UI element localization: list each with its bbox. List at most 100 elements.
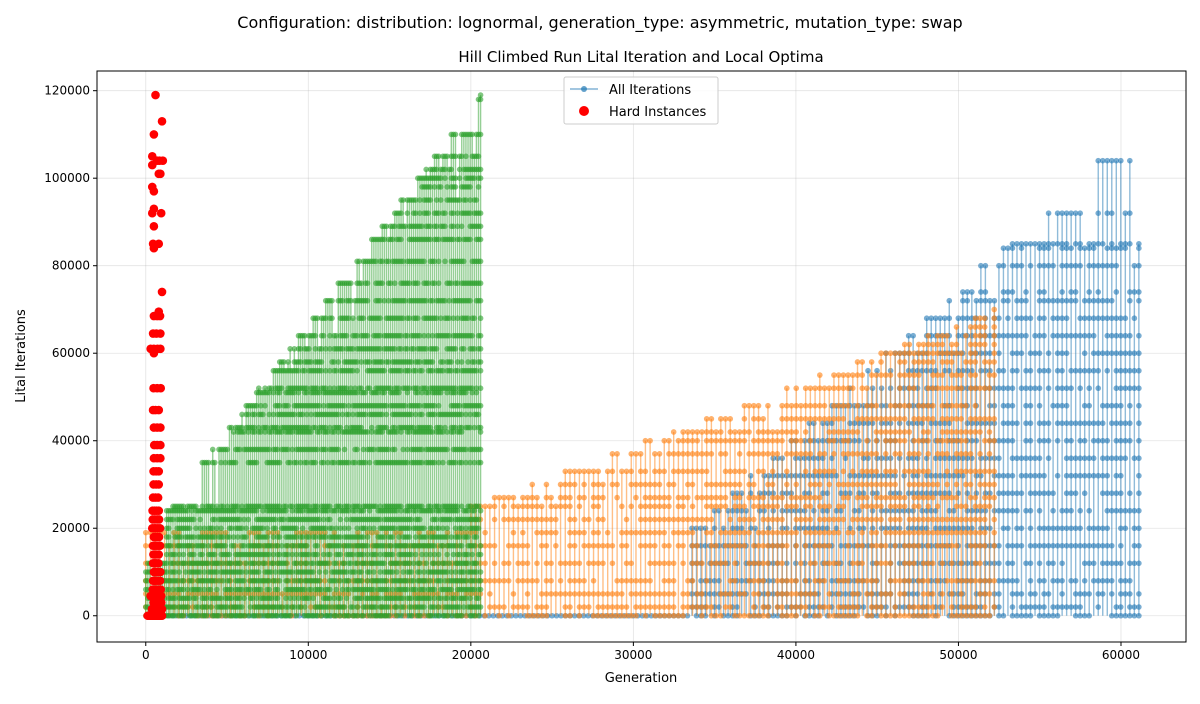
data-point: [661, 469, 667, 475]
data-point: [1068, 438, 1074, 444]
data-point: [1091, 455, 1097, 461]
data-point: [1136, 263, 1142, 269]
data-point: [982, 333, 988, 339]
data-point: [1127, 333, 1133, 339]
data-point: [506, 560, 512, 566]
data-point: [1136, 368, 1142, 374]
data-point: [581, 482, 587, 488]
data-point: [991, 578, 997, 584]
data-point: [991, 517, 997, 523]
data-point: [987, 591, 993, 597]
data-point: [930, 359, 936, 365]
data-point: [916, 543, 922, 549]
data-point: [940, 591, 946, 597]
data-point: [817, 495, 823, 501]
data-point: [1005, 315, 1011, 321]
data-point: [1019, 525, 1025, 531]
data-point: [1127, 591, 1133, 597]
data-point: [977, 429, 983, 435]
data-point: [925, 438, 931, 444]
data-point: [992, 298, 998, 304]
data-point: [963, 504, 969, 510]
data-point: [892, 543, 898, 549]
data-point: [949, 560, 955, 566]
data-point: [888, 372, 894, 378]
data-point: [525, 543, 531, 549]
data-point: [803, 578, 809, 584]
data-point: [793, 385, 799, 391]
data-point: [742, 469, 748, 475]
data-point: [685, 591, 691, 597]
data-point: [991, 543, 997, 549]
data-point: [1010, 289, 1016, 295]
data-point: [991, 342, 997, 348]
data-point: [212, 460, 218, 466]
data-point: [534, 560, 540, 566]
data-point: [987, 504, 993, 510]
data-point: [982, 517, 988, 523]
data-point: [727, 416, 733, 422]
data-point: [581, 530, 587, 536]
data-point: [1073, 490, 1079, 496]
data-point: [1028, 420, 1034, 426]
data-point: [492, 543, 498, 549]
data-point: [1023, 298, 1029, 304]
data-point: [779, 604, 785, 610]
data-point: [859, 372, 865, 378]
data-point: [850, 385, 856, 391]
series-iterations-green: [143, 92, 483, 618]
data-point: [1109, 578, 1115, 584]
data-point: [628, 560, 634, 566]
data-point: [511, 591, 517, 597]
data-point: [760, 578, 766, 584]
data-point: [859, 543, 865, 549]
data-point: [1136, 350, 1142, 356]
data-point: [812, 591, 818, 597]
data-point: [1032, 591, 1038, 597]
data-point: [982, 342, 988, 348]
data-point: [1118, 473, 1124, 479]
data-point: [1055, 438, 1061, 444]
data-point: [746, 429, 752, 435]
data-point: [1086, 289, 1092, 295]
data-point: [1064, 241, 1070, 247]
data-point: [811, 508, 817, 514]
data-point: [982, 543, 988, 549]
data-point: [329, 298, 335, 304]
data-point: [1113, 289, 1119, 295]
data-point: [946, 315, 952, 321]
data-point: [817, 613, 823, 619]
data-point: [671, 604, 677, 610]
data-point: [1010, 385, 1016, 391]
data-point: [1028, 263, 1034, 269]
data-point: [1014, 508, 1020, 514]
data-point: [878, 517, 884, 523]
data-point: [974, 438, 980, 444]
data-point: [949, 359, 955, 365]
data-point: [1019, 591, 1025, 597]
data-point: [831, 451, 837, 457]
data-point: [1005, 525, 1011, 531]
data-point: [1014, 420, 1020, 426]
data-point: [779, 560, 785, 566]
data-point: [709, 604, 715, 610]
data-point: [770, 469, 776, 475]
data-point: [1050, 508, 1056, 514]
data-point: [991, 372, 997, 378]
data-point: [822, 451, 828, 457]
data-point: [671, 482, 677, 488]
data-point: [793, 613, 799, 619]
data-point: [1123, 455, 1129, 461]
data-point: [1118, 604, 1124, 610]
data-point: [548, 495, 554, 501]
data-point: [1037, 455, 1043, 461]
data-point: [1010, 604, 1016, 610]
data-point: [1073, 289, 1079, 295]
data-point: [1019, 350, 1025, 356]
data-point: [1041, 315, 1047, 321]
data-point: [591, 578, 597, 584]
data-point: [694, 438, 700, 444]
data-point: [963, 333, 969, 339]
data-point: [850, 530, 856, 536]
data-point: [996, 591, 1002, 597]
